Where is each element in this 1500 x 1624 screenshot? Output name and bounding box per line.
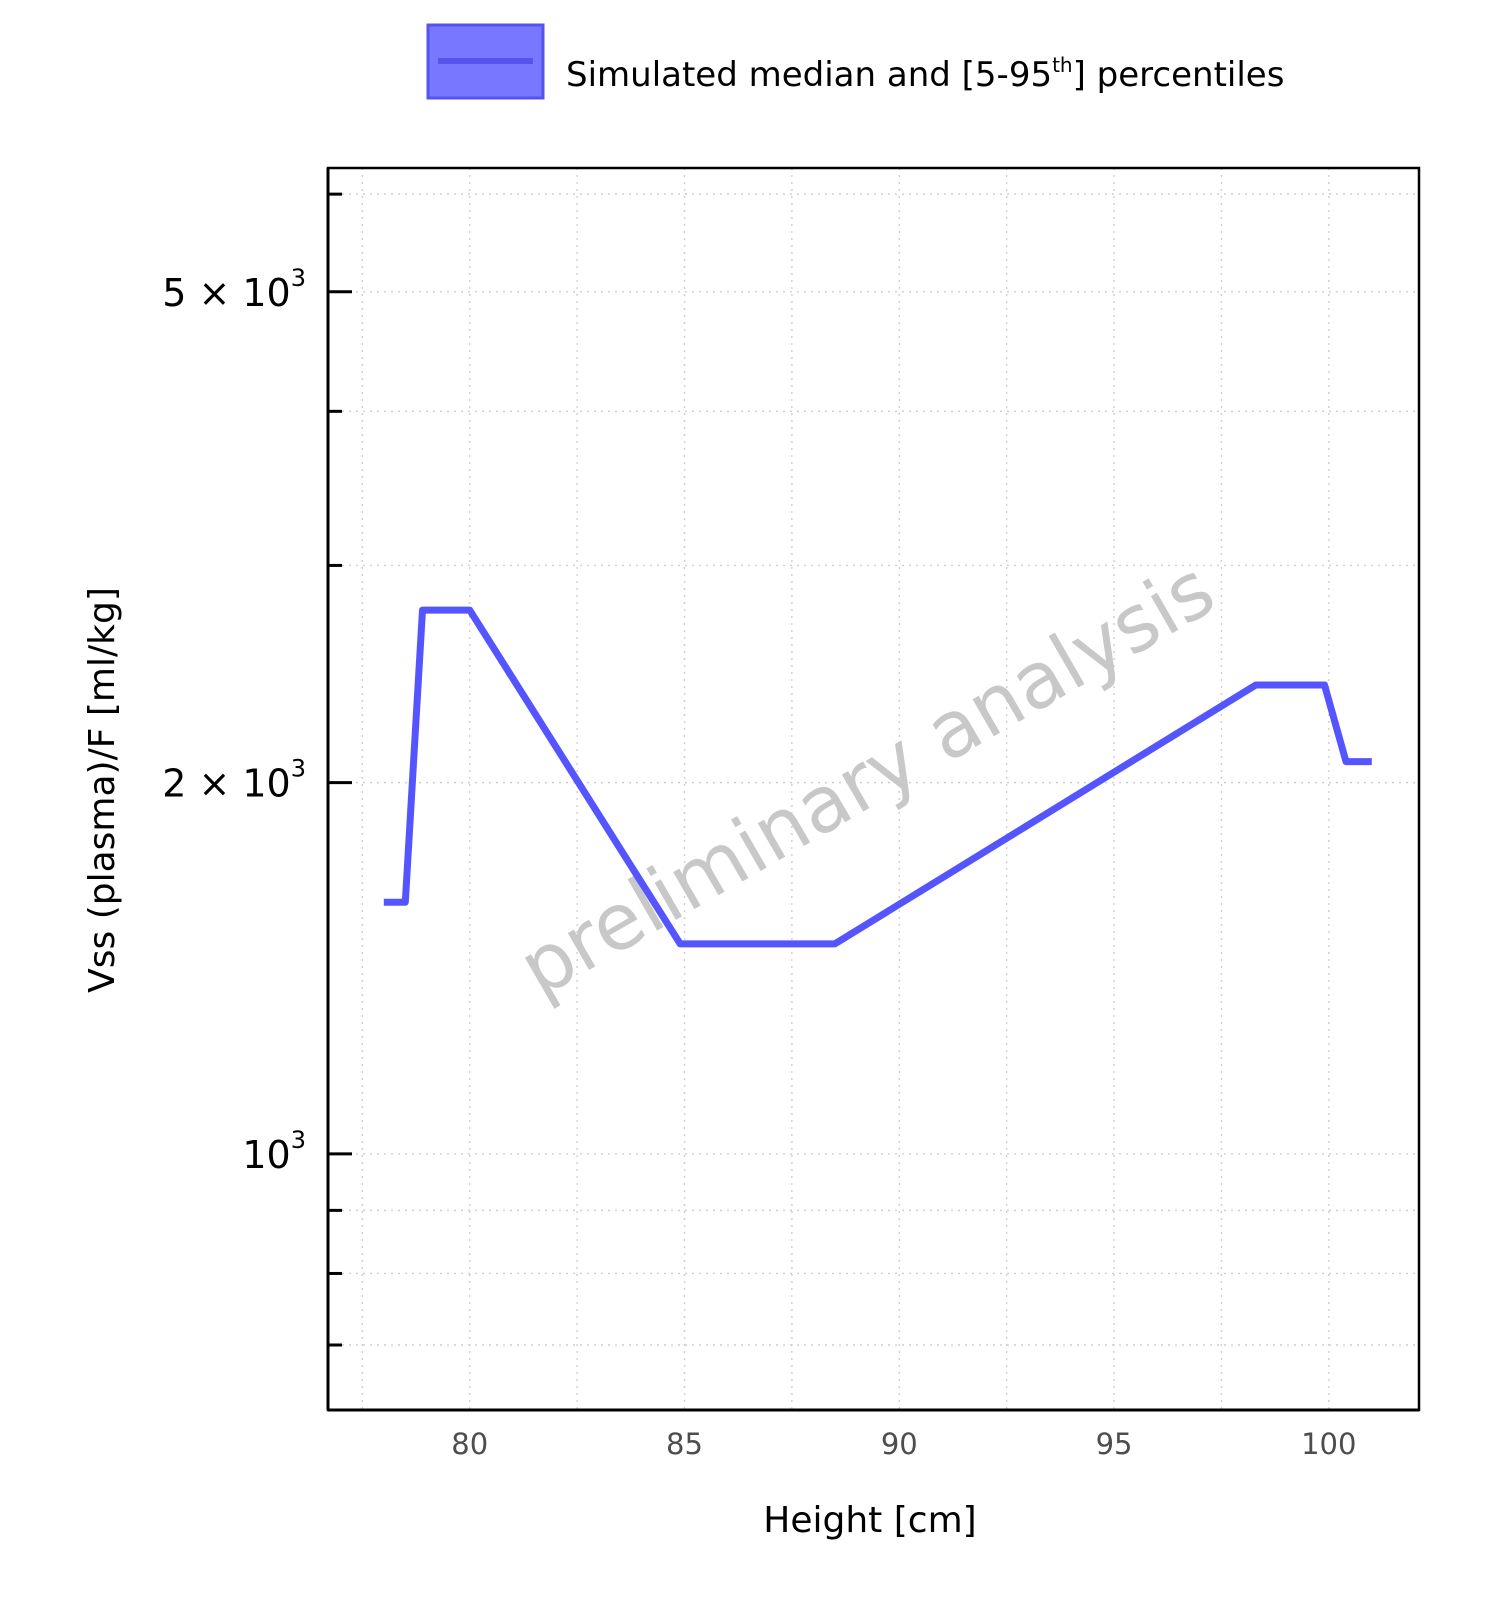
y-axis-ticks: 103 2 × 103 5 × 103 (162, 192, 352, 1347)
x-tick-label: 95 (1096, 1427, 1133, 1461)
legend-label: Simulated median and [5-95th] percentile… (566, 53, 1284, 95)
y-tick-label: 103 (242, 1126, 306, 1177)
series-line (383, 606, 1372, 948)
y-axis-title: Vss (plasma)/F [ml/kg] (82, 587, 123, 993)
series-group (383, 606, 1372, 948)
x-axis-title: Height [cm] (763, 1500, 976, 1541)
x-tick-label: 90 (881, 1427, 918, 1461)
x-axis-ticks: 80 85 90 95 100 (451, 1427, 1356, 1461)
x-tick-label: 100 (1301, 1427, 1356, 1461)
legend: Simulated median and [5-95th] percentile… (426, 23, 1284, 100)
y-tick-label: 5 × 103 (162, 264, 306, 315)
watermark: preliminary analysis (505, 544, 1230, 1014)
y-tick-label: 2 × 103 (162, 755, 306, 806)
x-tick-label: 80 (451, 1427, 488, 1461)
x-tick-label: 85 (666, 1427, 703, 1461)
